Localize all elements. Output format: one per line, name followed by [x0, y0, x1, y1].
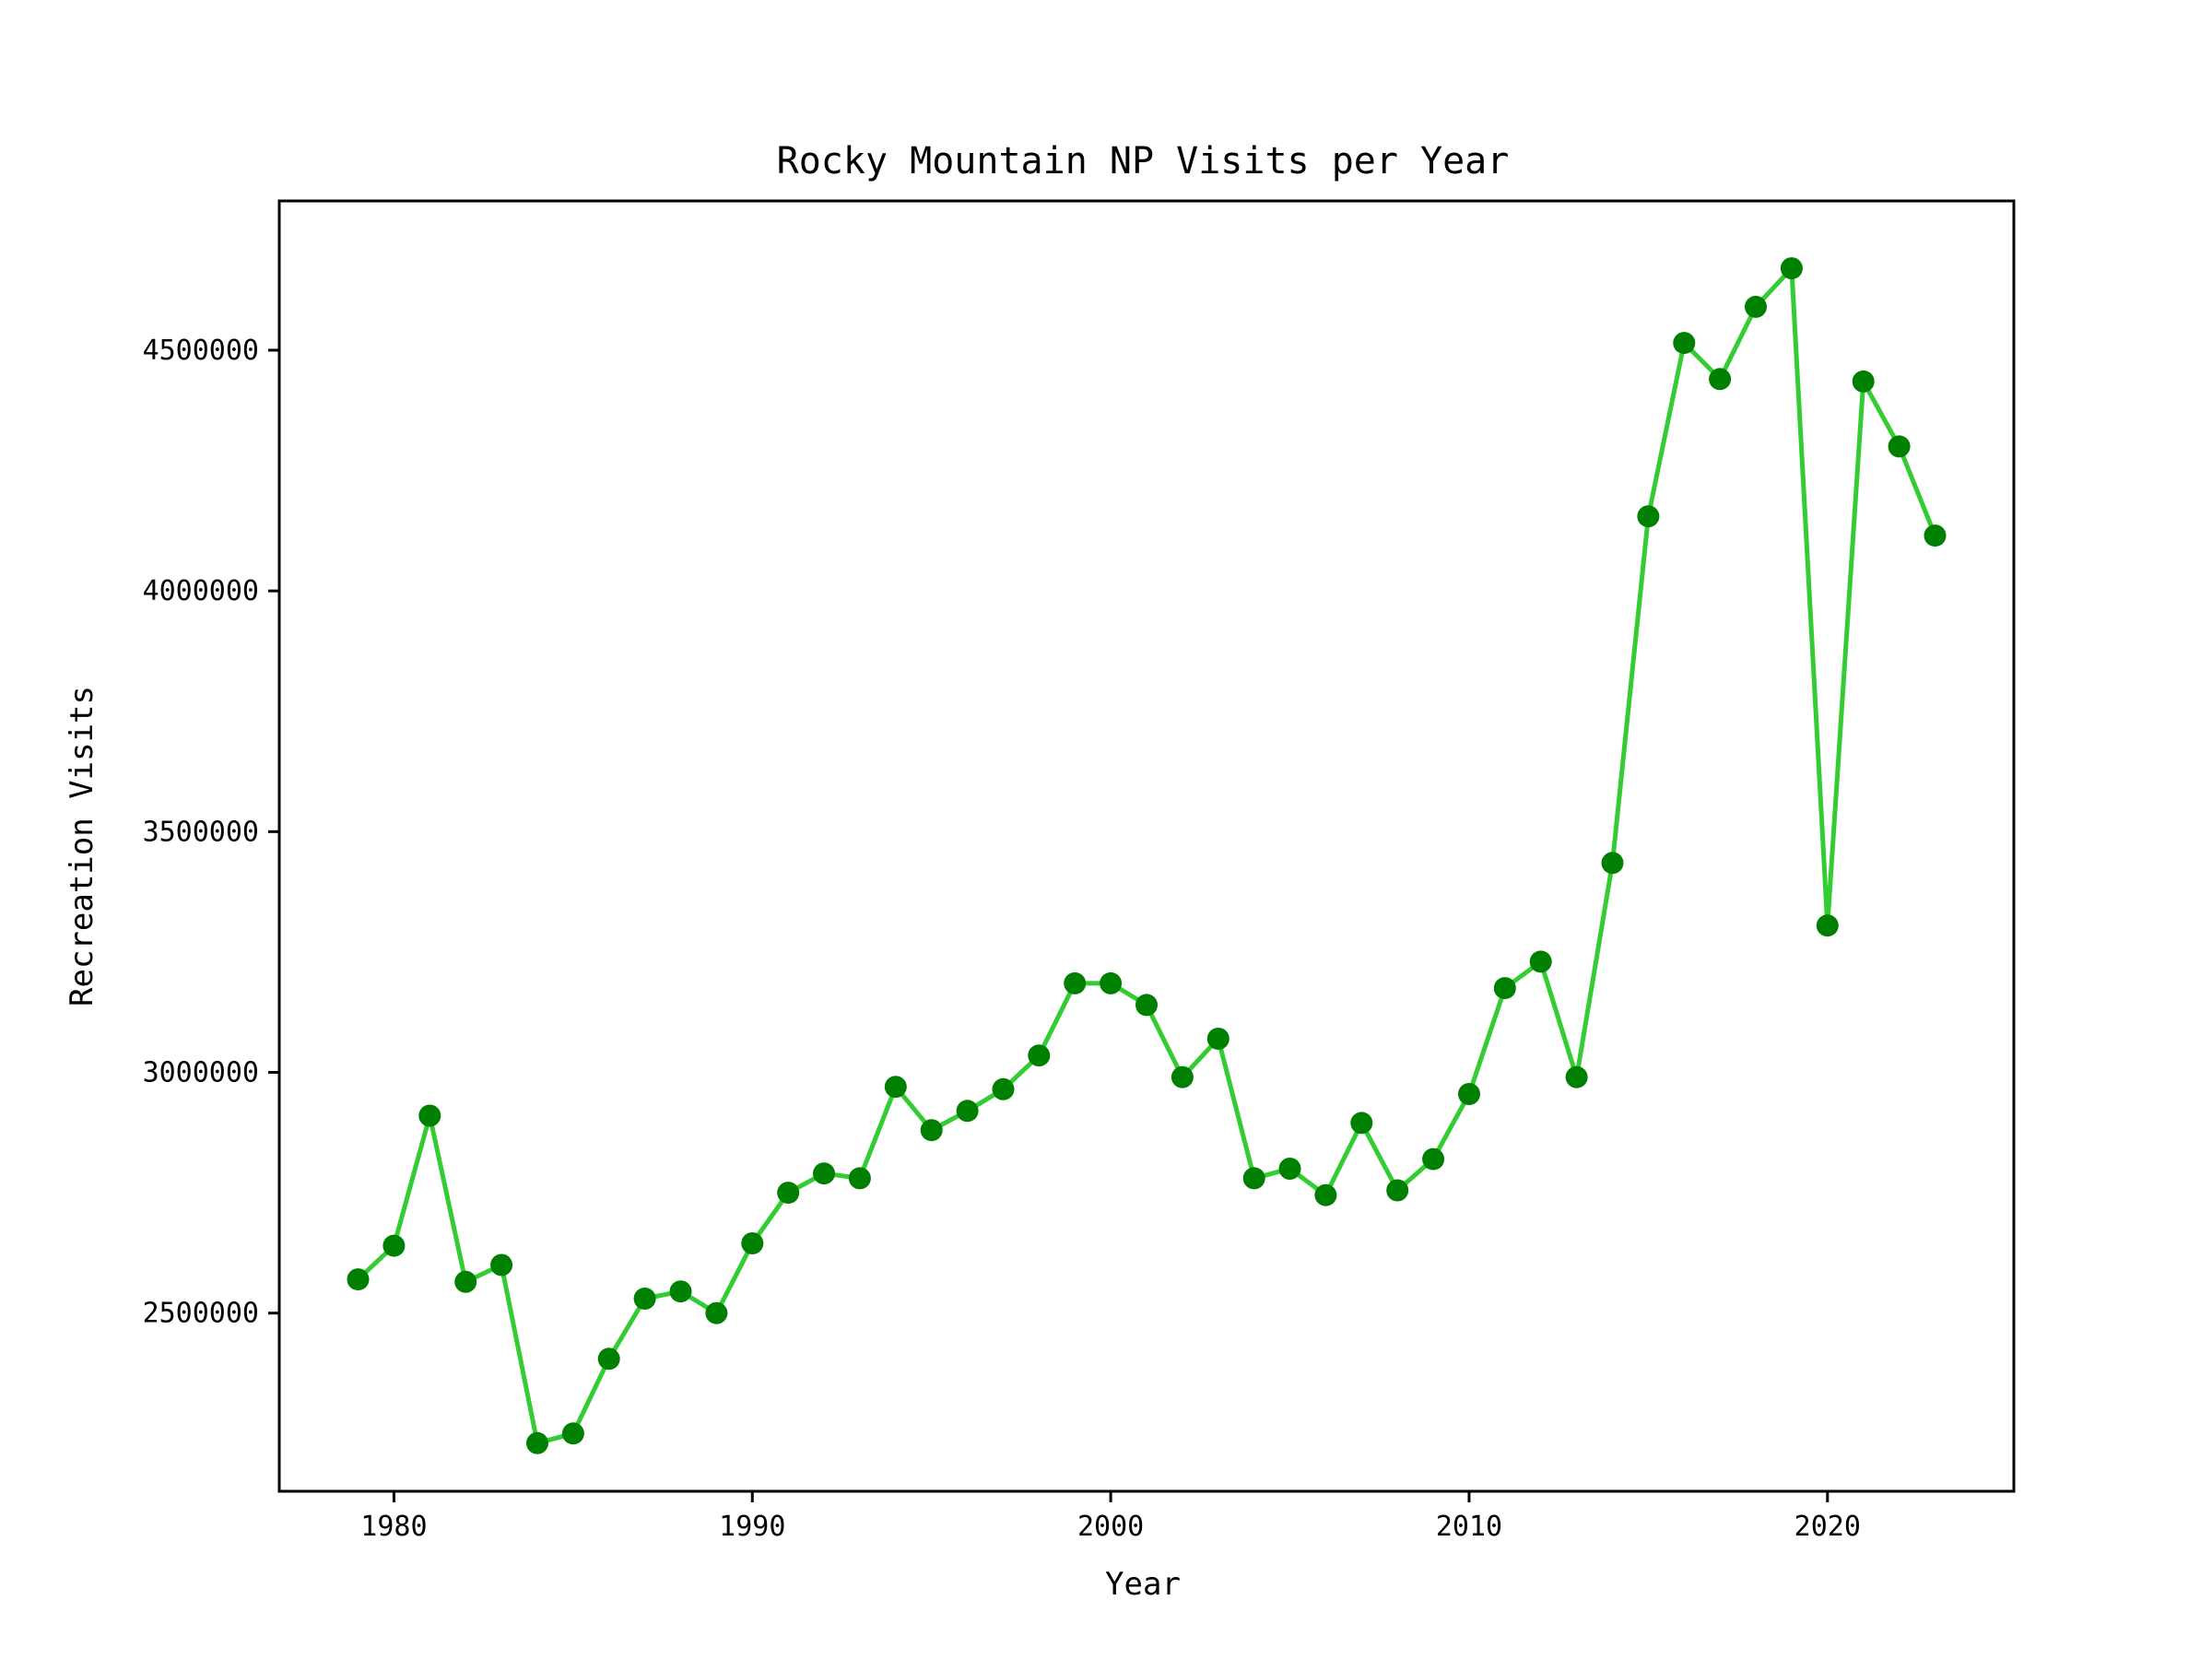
y-tick-label: 4500000 — [143, 335, 259, 367]
y-tick-label: 3500000 — [143, 816, 259, 848]
data-point — [1888, 435, 1911, 458]
data-point — [1601, 852, 1624, 875]
data-point — [884, 1076, 907, 1099]
data-point — [1458, 1083, 1480, 1105]
data-point — [454, 1270, 477, 1293]
x-tick-label: 1990 — [719, 1511, 785, 1543]
x-axis: 1980 1990 2000 2010 2020 — [360, 1491, 1861, 1543]
data-point — [1242, 1167, 1265, 1190]
data-point — [669, 1280, 692, 1303]
data-point — [956, 1100, 979, 1123]
data-point — [777, 1182, 800, 1205]
data-point — [490, 1253, 513, 1277]
y-tick-label: 4000000 — [143, 575, 259, 607]
data-point — [382, 1234, 406, 1257]
data-point — [1529, 950, 1552, 973]
data-point — [1386, 1179, 1409, 1202]
data-point — [526, 1431, 548, 1454]
data-point — [1350, 1112, 1373, 1135]
data-point — [741, 1232, 764, 1254]
data-point — [1673, 332, 1696, 355]
data-point — [1100, 971, 1123, 994]
x-tick-label: 1980 — [360, 1511, 427, 1543]
data-point — [1852, 370, 1875, 393]
data-point — [1064, 971, 1087, 994]
data-point — [813, 1162, 835, 1185]
x-tick-label: 2010 — [1436, 1511, 1502, 1543]
data-point — [920, 1119, 943, 1142]
y-tick-label: 2500000 — [143, 1298, 259, 1330]
data-point — [347, 1268, 370, 1291]
data-point — [1028, 1044, 1051, 1067]
data-point — [992, 1077, 1015, 1100]
plot-area — [347, 257, 1947, 1454]
data-point — [418, 1104, 441, 1127]
data-point — [1745, 295, 1767, 318]
data-point — [1278, 1158, 1301, 1180]
data-point — [1565, 1065, 1588, 1088]
y-axis-label: Recreation Visits — [64, 686, 100, 1006]
data-point — [1816, 914, 1839, 937]
x-tick-label: 2020 — [1794, 1511, 1861, 1543]
x-axis-label: Year — [1105, 1566, 1181, 1603]
data-point — [1924, 524, 1947, 547]
data-point — [633, 1288, 656, 1310]
data-point — [1171, 1065, 1194, 1088]
data-point — [1709, 368, 1732, 391]
x-tick-label: 2000 — [1077, 1511, 1144, 1543]
plot-frame — [277, 199, 2016, 1493]
data-point — [1637, 505, 1660, 528]
data-point — [1135, 994, 1158, 1017]
data-point — [1206, 1028, 1230, 1050]
data-point — [597, 1347, 620, 1371]
data-point — [561, 1422, 584, 1445]
data-point — [1780, 257, 1803, 280]
y-tick-label: 3000000 — [143, 1057, 259, 1089]
data-point — [705, 1301, 728, 1324]
y-axis: 2500000 3000000 3500000 4000000 4500000 — [143, 335, 279, 1330]
data-point — [1422, 1147, 1445, 1171]
chart-title: Rocky Mountain NP Visits per Year — [777, 140, 1510, 182]
data-point — [1314, 1183, 1337, 1206]
data-point — [1493, 977, 1516, 1000]
data-point — [848, 1167, 871, 1190]
